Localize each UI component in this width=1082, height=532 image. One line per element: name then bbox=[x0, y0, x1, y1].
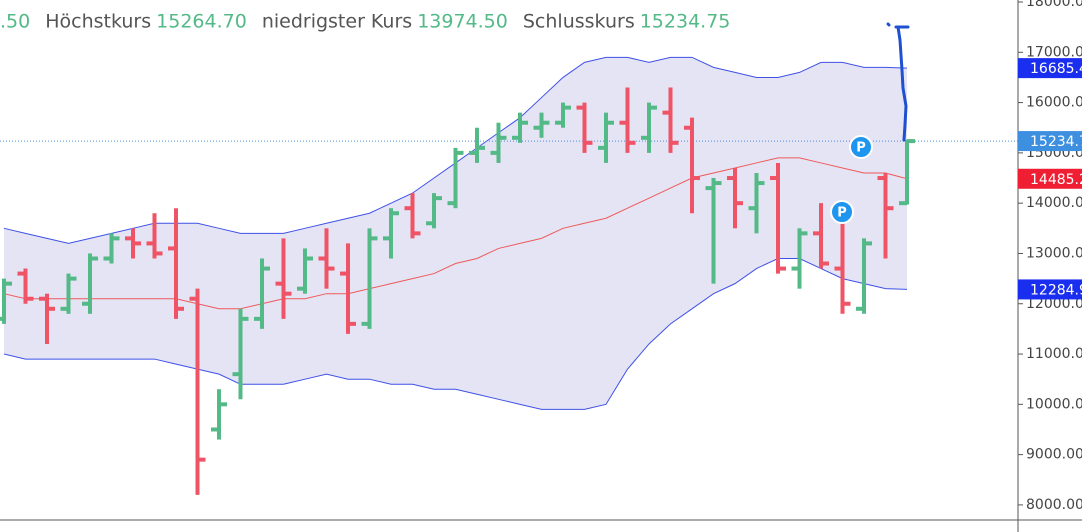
y-tick-label: 12000.00 bbox=[1026, 296, 1082, 312]
y-tick-label: 17000.00 bbox=[1026, 44, 1082, 60]
drawing-stroke bbox=[886, 22, 910, 142]
header-text: niedrigster Kurs bbox=[262, 11, 412, 33]
y-tick-label: 11000.00 bbox=[1026, 346, 1082, 362]
header-text: .50 bbox=[0, 11, 30, 33]
marker bbox=[830, 200, 854, 224]
band-lower bbox=[3, 257, 908, 410]
price-badge bbox=[1018, 131, 1082, 152]
plot-area: PP bbox=[0, 56, 1018, 495]
legend-header: .50 Höchstkurs 15264.70 niedrigster Kurs 139… bbox=[0, 6, 730, 38]
y-tick-label: 9000.00 bbox=[1026, 447, 1082, 463]
y-tick-label: 13000.00 bbox=[1026, 245, 1082, 261]
y-tick-label: 8000.00 bbox=[1026, 497, 1082, 513]
y-tick-label: 18000.00 bbox=[1026, 0, 1082, 10]
band-middle bbox=[3, 157, 908, 310]
header-text: 15264.70 bbox=[156, 11, 247, 33]
price-badge-label: 15234.75 bbox=[1030, 134, 1082, 150]
price-badge bbox=[1018, 168, 1082, 189]
header-text: Höchstkurs bbox=[45, 11, 151, 33]
price-badge-label: 14485.2 bbox=[1030, 172, 1082, 188]
y-tick-label: 10000.00 bbox=[1026, 396, 1082, 412]
band-area bbox=[4, 57, 907, 410]
price-badge bbox=[1018, 58, 1082, 79]
header-bg bbox=[0, 6, 730, 38]
header-text: 15234.75 bbox=[640, 11, 731, 33]
header-text: Schlusskurs bbox=[523, 11, 635, 33]
y-tick-label: 14000.00 bbox=[1026, 195, 1082, 211]
price-badge bbox=[1018, 279, 1082, 300]
marker-label: P bbox=[837, 206, 847, 221]
y-tick-label: 16000.00 bbox=[1026, 95, 1082, 111]
price-badge-label: 16685.4 bbox=[1030, 61, 1082, 77]
marker bbox=[849, 135, 873, 159]
header-text: 13974.50 bbox=[417, 11, 508, 33]
price-badge-label: 12284.9 bbox=[1030, 282, 1082, 298]
marker-label: P bbox=[856, 141, 866, 156]
